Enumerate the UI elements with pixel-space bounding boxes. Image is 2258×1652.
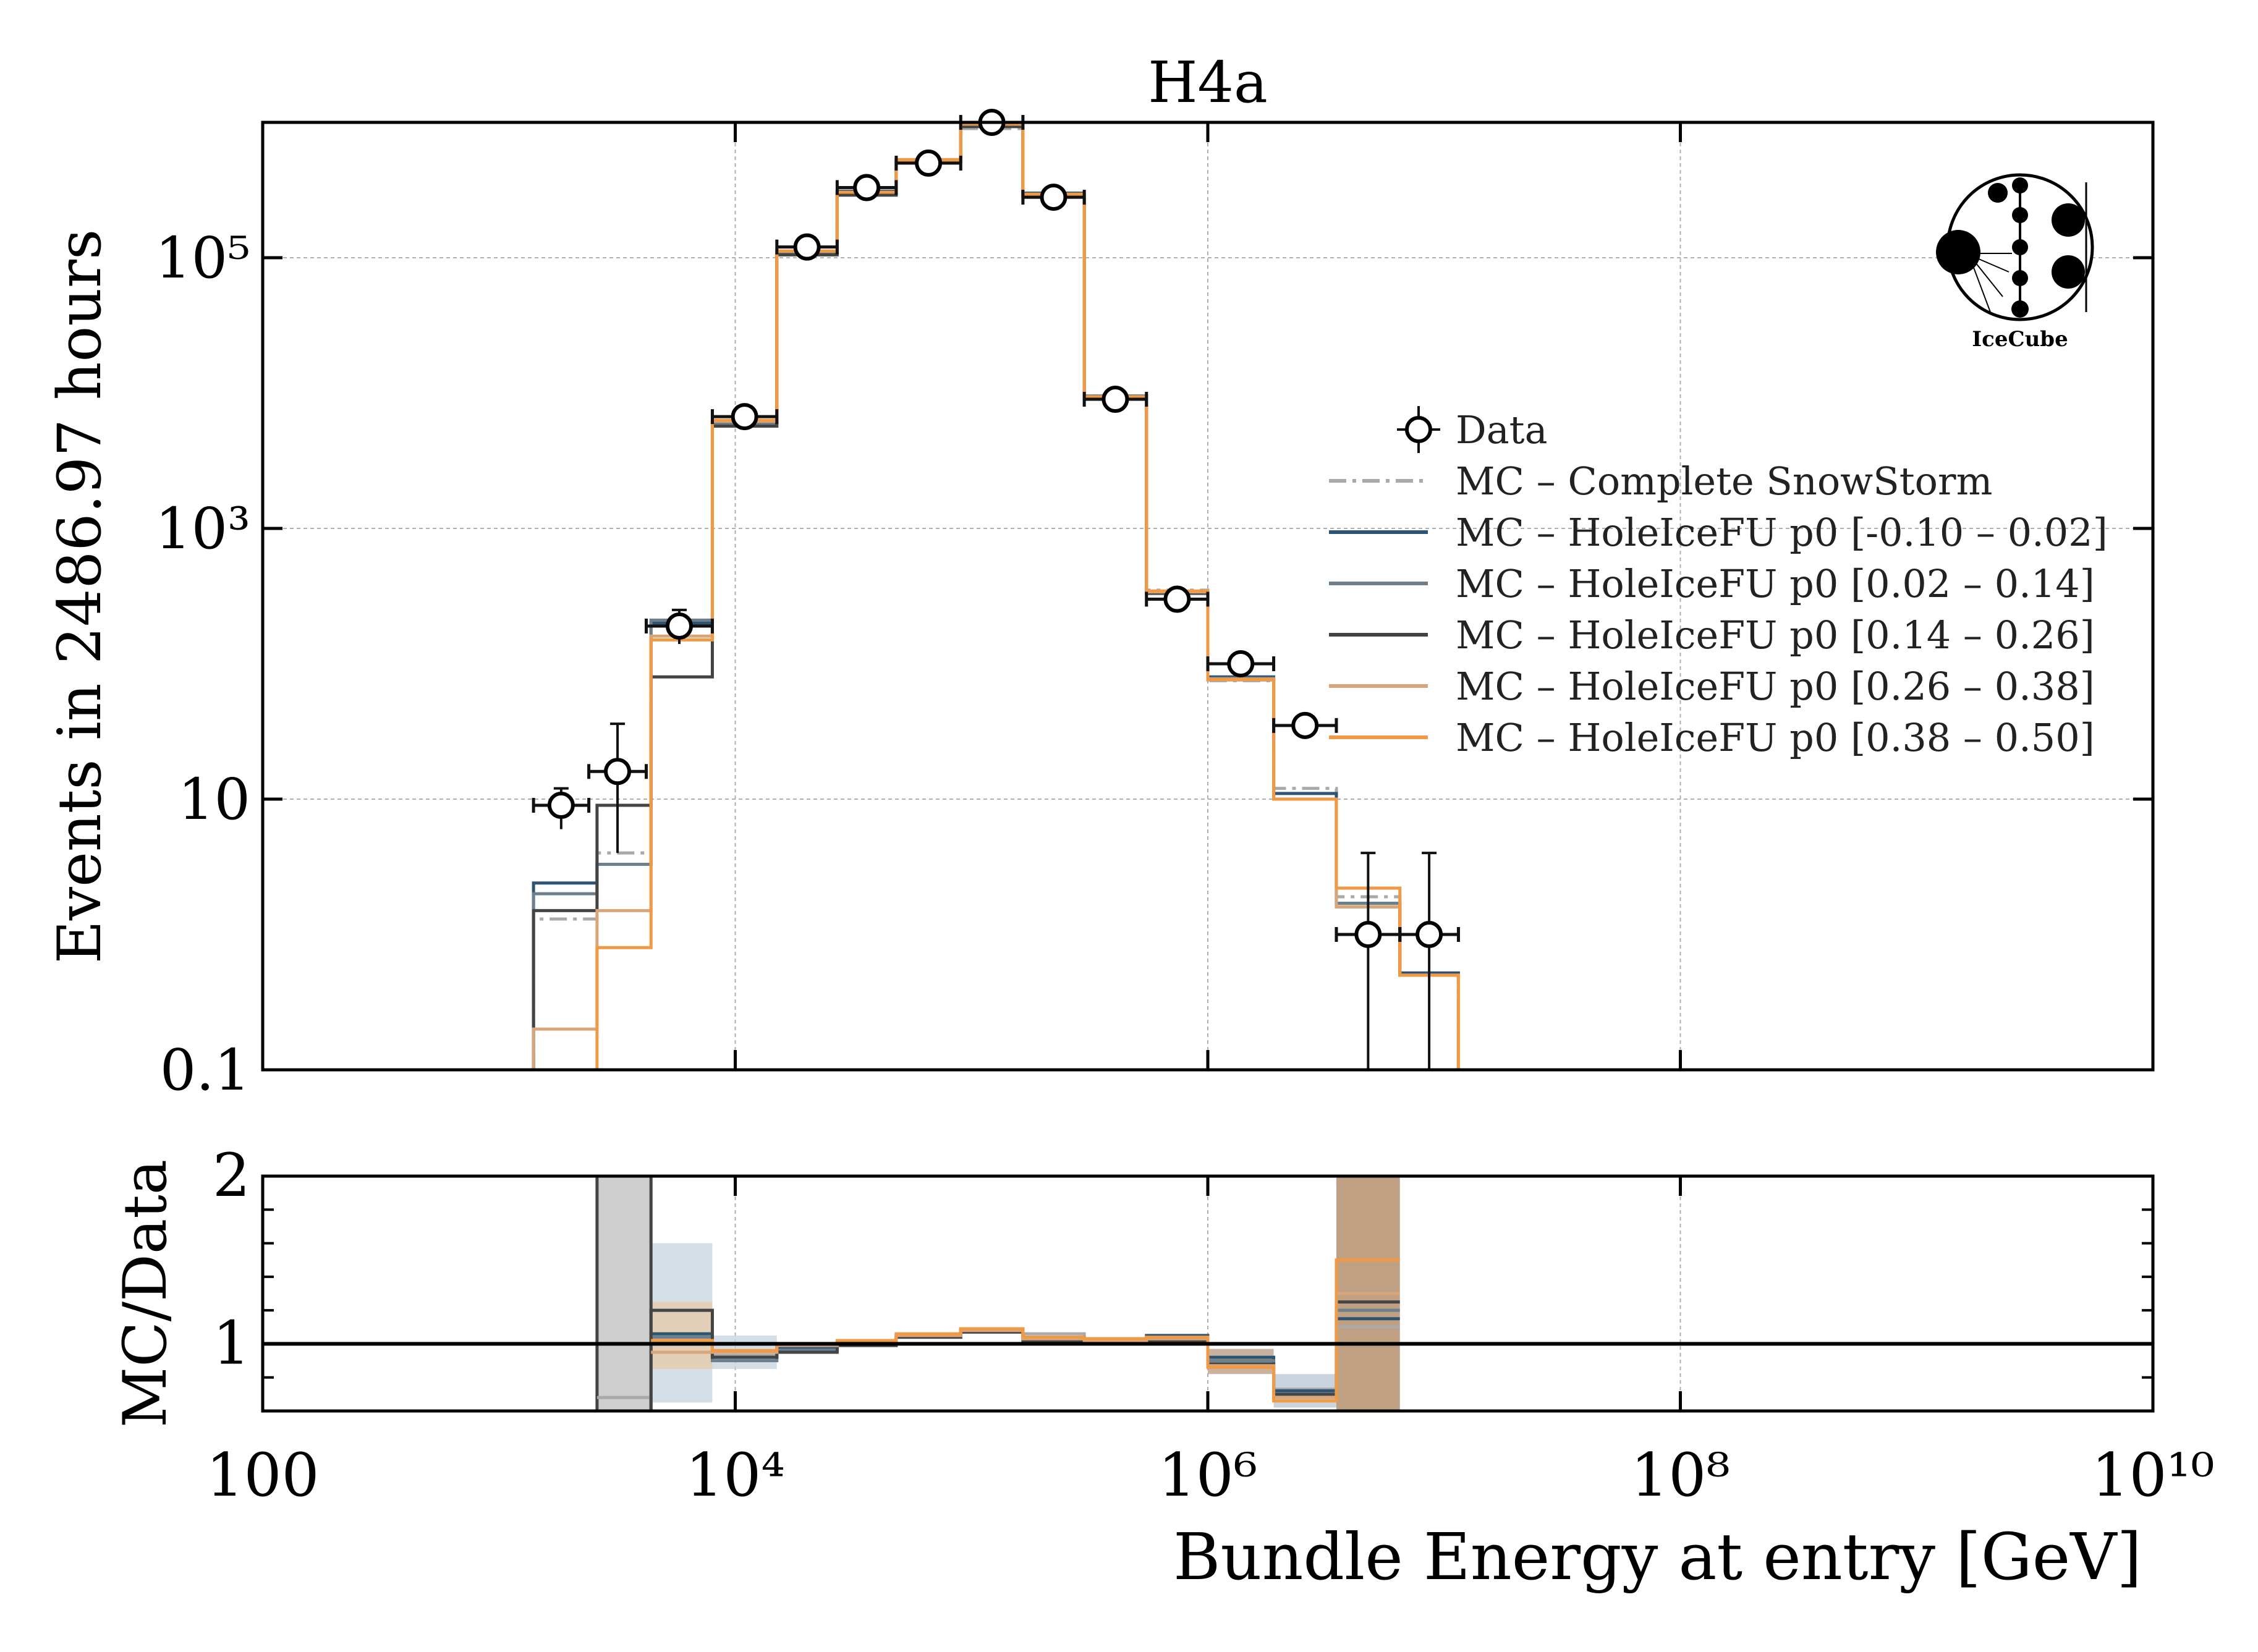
legend-label: MC – HoleIceFU p0 [0.38 – 0.50]: [1456, 715, 2095, 760]
ratio-line-3: [596, 1300, 1400, 1413]
y-axis-label: Events in 2486.97 hours: [45, 229, 114, 964]
data-point: [710, 403, 779, 431]
legend-label: MC – HoleIceFU p0 [0.02 – 0.14]: [1456, 561, 2095, 606]
legend-label: MC – Complete SnowStorm: [1456, 459, 1992, 504]
ratio-series: [263, 1258, 2153, 1413]
legend-entry: MC – Complete SnowStorm: [1329, 459, 1992, 504]
ratio-grid: [734, 1176, 1681, 1411]
data-points: [532, 109, 1460, 1070]
data-marker: [1101, 386, 1129, 413]
main-histogram-panel: 0.1 10 10³ 10⁵ H4a Events in 2486.97 hours: [45, 49, 2155, 1103]
data-point: [587, 722, 648, 854]
legend-entry: MC – HoleIceFU p0 [0.14 – 0.26]: [1329, 612, 2095, 658]
ratio-uncertainty-band: [596, 1176, 652, 1411]
main-ticks: 0.1 10 10³ 10⁵: [155, 122, 2155, 1103]
data-point: [894, 149, 962, 177]
icecube-logo-icon: IceCube: [1936, 173, 2094, 352]
series-line-5: [533, 122, 1508, 1072]
x-tick-label: 100: [206, 1441, 319, 1510]
chart-title: H4a: [1148, 49, 1268, 116]
data-marker: [853, 174, 881, 201]
data-point: [1206, 650, 1276, 677]
ratio-panel: 100 10⁴ 10⁶ 10⁸ 10¹⁰ 1 2 MC/Data Bundle Energy…: [111, 1141, 2215, 1595]
ratio-ticks: 100 10⁴ 10⁶ 10⁸ 10¹⁰ 1 2: [206, 1141, 2214, 1510]
data-point: [775, 233, 839, 261]
main-grid: [263, 122, 2153, 1070]
legend-entry: MC – HoleIceFU p0 [0.02 – 0.14]: [1329, 561, 2095, 606]
data-marker: [1354, 921, 1382, 948]
legend-entry: MC – HoleIceFU p0 [0.26 – 0.38]: [1329, 664, 2095, 709]
legend-label: Data: [1456, 407, 1548, 452]
x-tick-label: 10⁸: [1631, 1441, 1730, 1510]
y-tick-label: 10³: [155, 496, 250, 562]
legend-entry: MC – HoleIceFU p0 [-0.10 – 0.02]: [1329, 510, 2108, 555]
data-marker: [1291, 711, 1319, 739]
data-marker: [1415, 921, 1443, 948]
data-marker: [731, 403, 758, 431]
data-point: [1021, 184, 1086, 211]
data-marker: [1040, 184, 1067, 211]
x-tick-label: 10⁶: [1158, 1441, 1258, 1510]
ratio-y-tick-label: 2: [213, 1141, 250, 1210]
data-point: [1335, 852, 1402, 1070]
data-point: [1272, 711, 1338, 739]
x-tick-label: 10¹⁰: [2091, 1441, 2214, 1510]
data-marker: [665, 612, 693, 640]
data-marker: [915, 149, 943, 177]
data-point: [835, 174, 898, 201]
ratio-y-axis-label: MC/Data: [111, 1159, 180, 1428]
data-marker: [1227, 650, 1255, 677]
data-point: [1082, 386, 1148, 413]
y-tick-label: 10⁵: [155, 225, 250, 291]
data-point: [1398, 852, 1460, 1070]
data-point: [644, 608, 714, 644]
ratio-y-tick-label: 1: [213, 1308, 250, 1378]
x-axis-label: Bundle Energy at entry [GeV]: [1173, 1519, 2142, 1595]
legend-entry: MC – HoleIceFU p0 [0.38 – 0.50]: [1329, 715, 2095, 760]
legend-label: MC – HoleIceFU p0 [-0.10 – 0.02]: [1456, 510, 2108, 555]
data-marker: [604, 758, 632, 786]
x-tick-label: 10⁴: [685, 1441, 785, 1510]
data-marker: [547, 792, 575, 820]
data-marker: [793, 233, 821, 261]
legend-entry: Data: [1397, 406, 1548, 453]
data-point: [1145, 585, 1210, 613]
y-tick-label: 0.1: [160, 1037, 250, 1103]
legend-label: MC – HoleIceFU p0 [0.26 – 0.38]: [1456, 664, 2095, 709]
logo-text: IceCube: [1972, 327, 2068, 352]
legend-marker: [1405, 416, 1432, 443]
legend-label: MC – HoleIceFU p0 [0.14 – 0.26]: [1456, 612, 2095, 658]
legend: Data MC – Complete SnowStorm MC – HoleIceF…: [1329, 406, 2108, 760]
data-marker: [1163, 585, 1191, 613]
data-point: [532, 787, 591, 829]
y-tick-label: 10: [178, 766, 250, 832]
